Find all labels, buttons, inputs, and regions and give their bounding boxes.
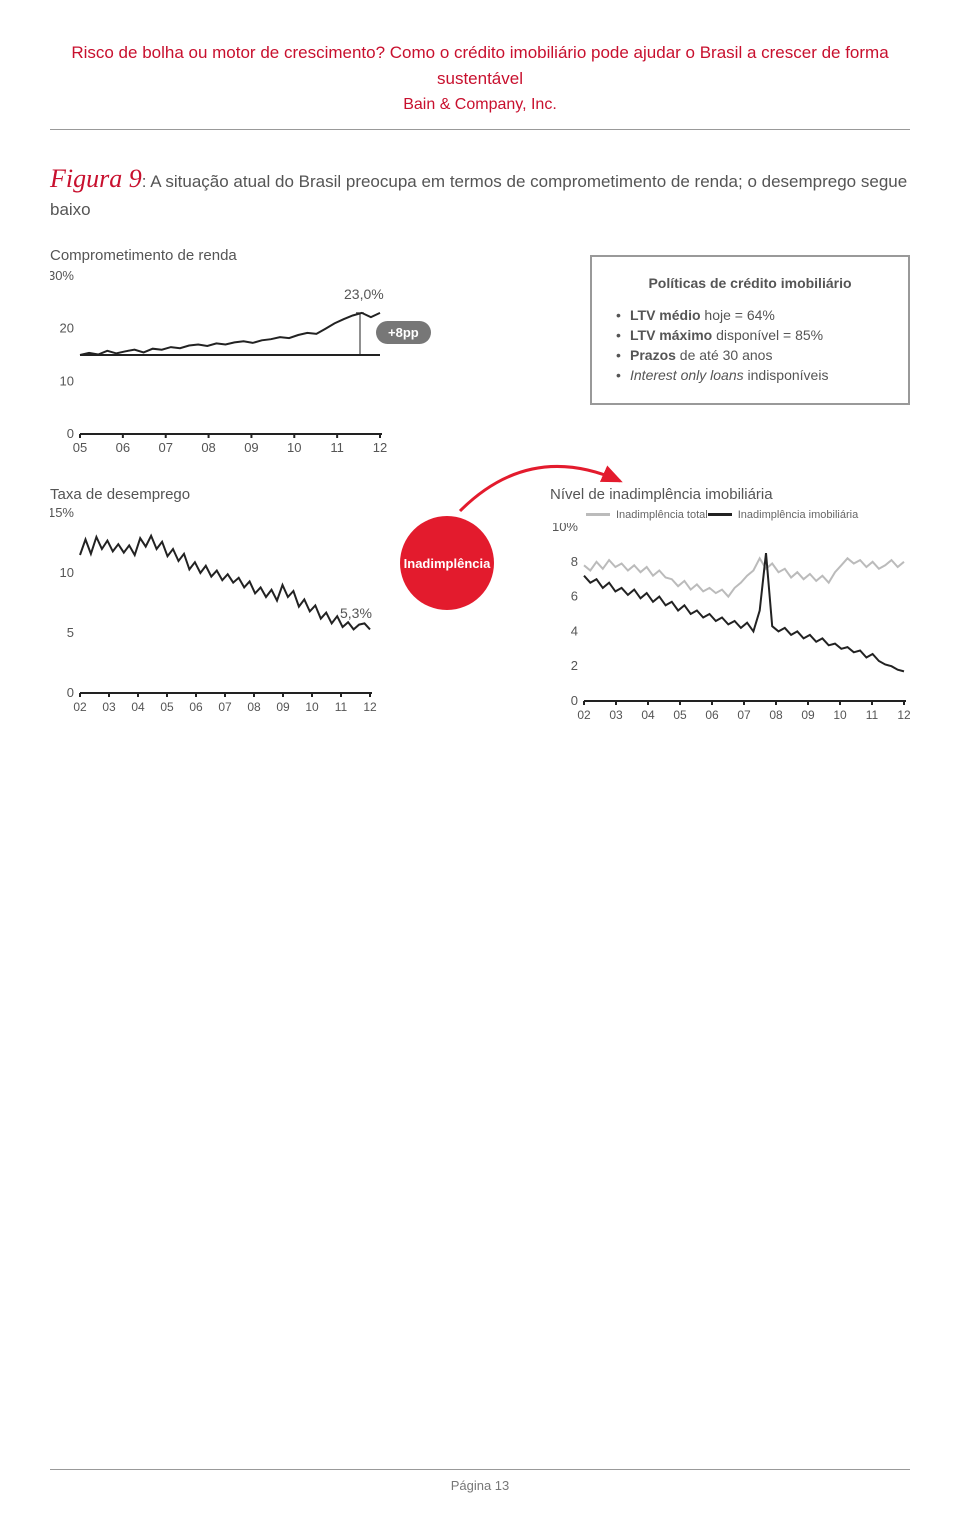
svg-text:05: 05 xyxy=(673,708,687,722)
svg-text:07: 07 xyxy=(158,440,172,455)
chart-inadimplencia: Nível de inadimplência imobiliária Inadi… xyxy=(550,486,910,723)
policy-item: Prazos de até 30 anos xyxy=(616,345,884,365)
svg-text:11: 11 xyxy=(335,700,348,714)
svg-text:0: 0 xyxy=(571,693,578,708)
circle-callout: Inadimplência xyxy=(400,516,494,610)
svg-text:09: 09 xyxy=(244,440,258,455)
svg-text:10: 10 xyxy=(833,708,847,722)
svg-text:07: 07 xyxy=(218,700,232,714)
svg-text:08: 08 xyxy=(247,700,261,714)
legend-item: Inadimplência total xyxy=(586,509,708,521)
chart3-title: Nível de inadimplência imobiliária xyxy=(550,486,910,503)
svg-text:05: 05 xyxy=(160,700,174,714)
svg-text:10%: 10% xyxy=(552,523,578,534)
doc-company: Bain & Company, Inc. xyxy=(50,93,910,117)
svg-text:15%: 15% xyxy=(50,505,74,520)
policy-item: LTV médio hoje = 64% xyxy=(616,305,884,325)
figure-caption: Figura 9: A situação atual do Brasil pre… xyxy=(50,160,910,222)
svg-text:10: 10 xyxy=(287,440,301,455)
chart1-svg: 30% 20 10 005 06 07 08 09 10 11 12 xyxy=(50,266,390,456)
svg-text:10: 10 xyxy=(60,565,74,580)
svg-text:09: 09 xyxy=(801,708,815,722)
doc-header: Risco de bolha ou motor de crescimento? … xyxy=(50,40,910,125)
svg-text:10: 10 xyxy=(305,700,319,714)
svg-text:04: 04 xyxy=(131,700,145,714)
header-rule xyxy=(50,129,910,130)
svg-text:8: 8 xyxy=(571,554,578,569)
policy-item: Interest only loans indisponíveis xyxy=(616,365,884,385)
legend-item: Inadimplência imobiliária xyxy=(708,509,858,521)
chart2-callout: 5,3% xyxy=(340,605,372,621)
svg-text:4: 4 xyxy=(571,624,578,639)
chart1-callout: 23,0% xyxy=(344,286,384,302)
svg-text:6: 6 xyxy=(571,589,578,604)
policy-item: LTV máximo disponível = 85% xyxy=(616,325,884,345)
svg-text:02: 02 xyxy=(577,708,591,722)
circle-wrap: Inadimplência xyxy=(400,486,530,610)
chart-comprometimento: Comprometimento de renda 30% 20 10 005 06 07 0… xyxy=(50,247,410,456)
svg-text:06: 06 xyxy=(705,708,719,722)
svg-text:04: 04 xyxy=(641,708,655,722)
svg-text:11: 11 xyxy=(330,440,344,455)
svg-text:10: 10 xyxy=(60,374,74,389)
svg-text:11: 11 xyxy=(866,708,879,722)
svg-text:02: 02 xyxy=(73,700,87,714)
svg-text:06: 06 xyxy=(189,700,203,714)
chart3-legend: Inadimplência totalInadimplência imobili… xyxy=(586,503,910,521)
svg-text:0: 0 xyxy=(67,426,74,441)
svg-text:08: 08 xyxy=(201,440,215,455)
row-1: Comprometimento de renda 30% 20 10 005 06 07 0… xyxy=(50,247,910,456)
svg-text:0: 0 xyxy=(67,685,74,700)
svg-text:07: 07 xyxy=(737,708,751,722)
svg-text:2: 2 xyxy=(571,659,578,674)
svg-text:12: 12 xyxy=(363,700,377,714)
svg-text:06: 06 xyxy=(116,440,130,455)
svg-text:05: 05 xyxy=(73,440,87,455)
chart-desemprego: Taxa de desemprego 15% 10 5 002 03 04 05 06 07 08… xyxy=(50,486,380,715)
chart1-badge: +8pp xyxy=(376,321,431,344)
svg-text:03: 03 xyxy=(102,700,116,714)
row-2: Taxa de desemprego 15%105002030405060708… xyxy=(50,486,910,723)
figure-label: Figura 9 xyxy=(50,164,142,193)
chart3-svg: 10% 8 6 4 2 002 03 04 05 06 07 08 09 10 11 12 xyxy=(550,523,910,723)
svg-text:20: 20 xyxy=(60,321,74,336)
policy-list: LTV médio hoje = 64%LTV máximo disponíve… xyxy=(616,305,884,385)
circle-label: Inadimplência xyxy=(404,556,491,571)
svg-text:5: 5 xyxy=(67,625,74,640)
svg-text:08: 08 xyxy=(769,708,783,722)
policy-box-title: Políticas de crédito imobiliário xyxy=(616,275,884,291)
chart2-title: Taxa de desemprego xyxy=(50,486,380,503)
svg-text:30%: 30% xyxy=(50,268,74,283)
figure-text: A situação atual do Brasil preocupa em t… xyxy=(50,172,907,219)
svg-text:03: 03 xyxy=(609,708,623,722)
policy-box: Políticas de crédito imobiliário LTV méd… xyxy=(590,255,910,405)
chart2-svg: 15% 10 5 002 03 04 05 06 07 08 09 10 11 12 xyxy=(50,505,380,715)
svg-text:09: 09 xyxy=(276,700,290,714)
svg-text:12: 12 xyxy=(897,708,910,722)
chart1-title: Comprometimento de renda xyxy=(50,247,410,264)
page-number: Página 13 xyxy=(50,1469,910,1493)
svg-text:12: 12 xyxy=(373,440,387,455)
doc-title: Risco de bolha ou motor de crescimento? … xyxy=(50,40,910,91)
